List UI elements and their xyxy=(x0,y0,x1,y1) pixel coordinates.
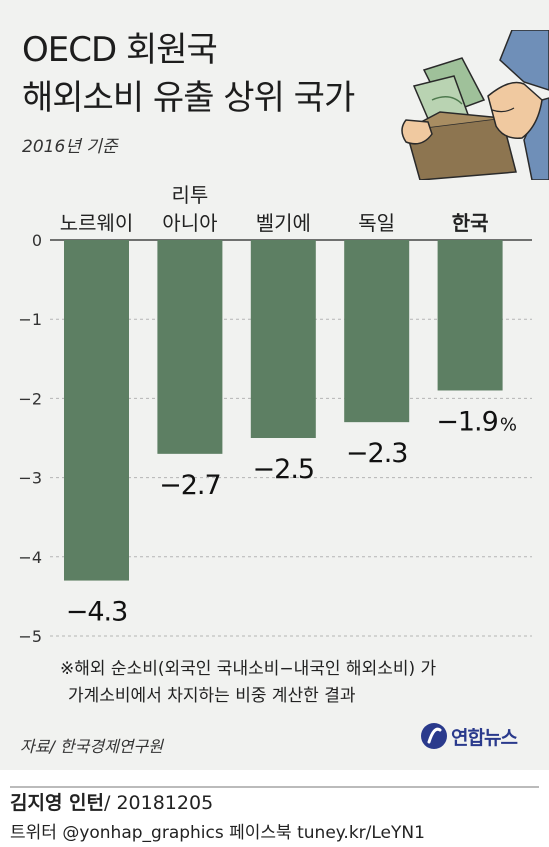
social-handles: 트위터 @yonhap_graphics 페이스북 tuney.kr/LeYN1 xyxy=(10,823,425,843)
y-tick-label: 0 xyxy=(32,231,42,250)
value-label: −2.5 xyxy=(253,454,315,485)
value-label: −1.9% xyxy=(436,406,517,437)
logo-text: 연합뉴스 xyxy=(451,726,518,749)
footnote-line-2: 가계소비에서 차지하는 비중 계산한 결과 xyxy=(68,686,356,706)
yonhap-logo-icon xyxy=(421,723,447,749)
title-line-2: 해외소비 유출 상위 국가 xyxy=(22,78,355,118)
bar xyxy=(157,240,223,454)
y-tick-label: −3 xyxy=(18,469,42,488)
category-label: 리투 xyxy=(171,183,208,207)
subtitle: 2016년 기준 xyxy=(22,137,118,157)
value-label: −2.7 xyxy=(159,470,221,501)
title-line-1: OECD 회원국 xyxy=(22,30,218,70)
value-label: −4.3 xyxy=(66,597,128,628)
bar xyxy=(437,240,503,391)
value-labels: −4.3 −2.7 −2.5 −2.3 −1.9% xyxy=(66,406,518,628)
author: 김지영 인턴 xyxy=(10,792,105,814)
footnote-line-1: ※해외 순소비(외국인 국내소비−내국인 해외소비) 가 xyxy=(60,659,437,679)
yonhap-logo: 연합뉴스 xyxy=(420,722,518,750)
y-axis-ticks: 0 −1 −2 −3 −4 −5 xyxy=(18,231,42,646)
category-label: 노르웨이 xyxy=(60,211,134,235)
bar xyxy=(64,240,129,581)
y-tick-label: −1 xyxy=(18,310,42,329)
category-label: 벨기에 xyxy=(256,211,311,235)
publish-date: / 20181205 xyxy=(104,792,214,814)
y-tick-label: −4 xyxy=(18,548,42,567)
y-tick-label: −2 xyxy=(18,389,42,408)
category-label: 아니아 xyxy=(162,211,217,235)
bars xyxy=(64,240,503,581)
wallet-illustration-icon xyxy=(401,30,549,180)
bar xyxy=(344,240,410,423)
bar xyxy=(250,240,316,438)
value-label: −2.3 xyxy=(346,438,408,469)
percent-unit: % xyxy=(500,414,517,435)
category-label: 독일 xyxy=(358,211,395,235)
y-tick-label: −5 xyxy=(18,627,42,646)
credit-line: 김지영 인턴 / 20181205 xyxy=(10,786,539,815)
category-label: 한국 xyxy=(452,211,489,235)
source-label: 자료/ 한국경제연구원 xyxy=(20,737,163,756)
